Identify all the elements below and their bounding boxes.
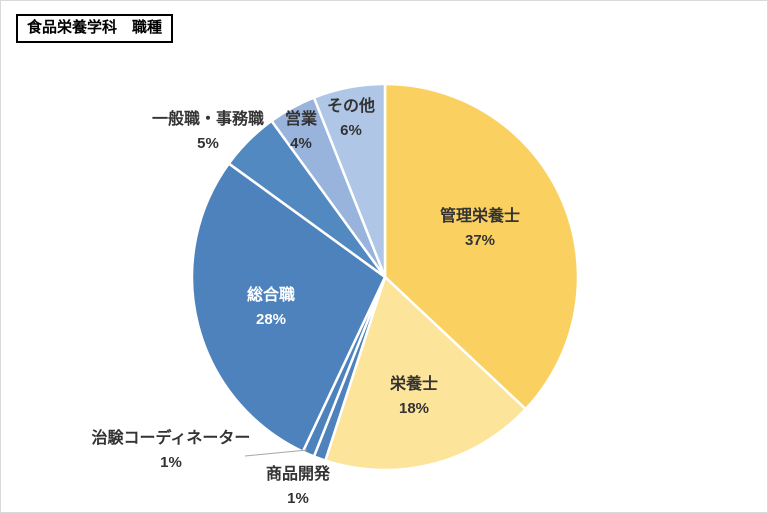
chart-title: 食品栄養学科 職種 (27, 19, 163, 36)
pie-slice-8 (312, 82, 387, 279)
pie-slice-1 (383, 82, 580, 411)
pie-slices-group (190, 82, 580, 472)
pie-slice-5 (190, 162, 387, 453)
pie-slice-2 (324, 275, 527, 472)
chart-title-box: 食品栄養学科 職種 (16, 14, 174, 43)
label-leader-line (244, 449, 308, 457)
